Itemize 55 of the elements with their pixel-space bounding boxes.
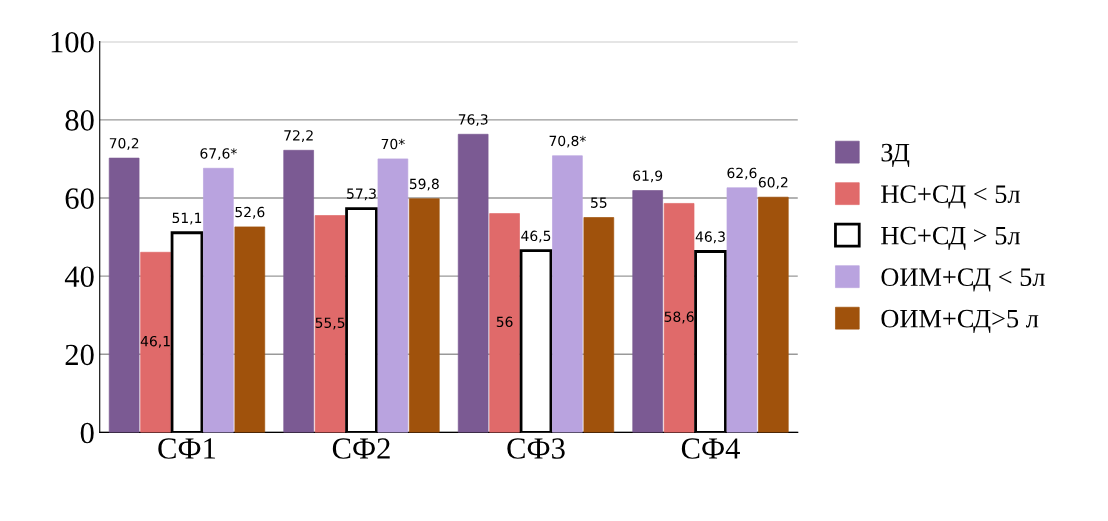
bar bbox=[457, 133, 489, 433]
y-tick-label: 100 bbox=[51, 31, 94, 53]
bar bbox=[234, 226, 266, 433]
bar bbox=[519, 249, 553, 433]
data-label: 67,6* bbox=[200, 148, 237, 161]
bar bbox=[726, 187, 758, 433]
bar bbox=[409, 198, 440, 433]
bar bbox=[108, 157, 140, 433]
bar bbox=[583, 217, 615, 433]
data-label: 70,8* bbox=[549, 135, 586, 148]
data-label: 61,9 bbox=[633, 170, 663, 183]
data-label: 59,8 bbox=[409, 178, 439, 191]
data-label: 46,3 bbox=[695, 231, 725, 244]
data-label: 70,2 bbox=[109, 137, 139, 150]
data-label: 56 bbox=[496, 316, 513, 328]
data-label: 51,1 bbox=[172, 212, 202, 225]
x-tick-label: СФ2 bbox=[332, 438, 390, 459]
y-tick-label: 40 bbox=[64, 266, 94, 288]
legend-label: ЗД bbox=[881, 143, 910, 167]
data-label: 55 bbox=[591, 197, 607, 208]
bar bbox=[140, 251, 171, 433]
bar bbox=[758, 196, 789, 433]
bar bbox=[663, 203, 695, 433]
bar bbox=[283, 149, 314, 433]
data-label: 52,6 bbox=[235, 206, 265, 219]
data-label: 55,5 bbox=[315, 317, 345, 330]
bar bbox=[345, 207, 378, 433]
bar bbox=[632, 190, 663, 433]
legend-label: ОИМ+СД < 5л bbox=[881, 268, 1045, 292]
data-label: 60,2 bbox=[758, 177, 788, 189]
legend-label: ОИМ+СД>5 л bbox=[881, 309, 1039, 333]
bar bbox=[314, 215, 346, 433]
bar bbox=[694, 250, 727, 433]
bar bbox=[377, 158, 409, 433]
bar bbox=[203, 167, 234, 433]
y-tick-label: 20 bbox=[65, 344, 94, 366]
bar bbox=[489, 213, 520, 433]
data-label: 58,6 bbox=[664, 311, 694, 324]
x-tick-label: СФ4 bbox=[681, 438, 740, 459]
data-label: 57,3 bbox=[347, 188, 376, 201]
data-label: 72,2 bbox=[284, 130, 313, 143]
data-label: 76,3 bbox=[458, 114, 488, 127]
y-tick-label: 60 bbox=[65, 188, 94, 209]
legend-label: НС+СД > 5л bbox=[881, 226, 1020, 250]
data-label: 70* bbox=[381, 138, 405, 150]
x-tick-label: СФ1 bbox=[158, 438, 216, 459]
legend-label: НС+СД < 5л bbox=[881, 185, 1020, 209]
bar bbox=[552, 155, 583, 433]
x-tick-label: СФ3 bbox=[507, 438, 565, 459]
y-tick-label: 80 bbox=[65, 110, 94, 131]
data-label: 46,1 bbox=[140, 335, 170, 348]
bar bbox=[170, 231, 204, 433]
data-label: 62,6 bbox=[727, 167, 757, 180]
y-tick-label: 0 bbox=[80, 422, 94, 444]
data-label: 46,5 bbox=[521, 230, 551, 243]
